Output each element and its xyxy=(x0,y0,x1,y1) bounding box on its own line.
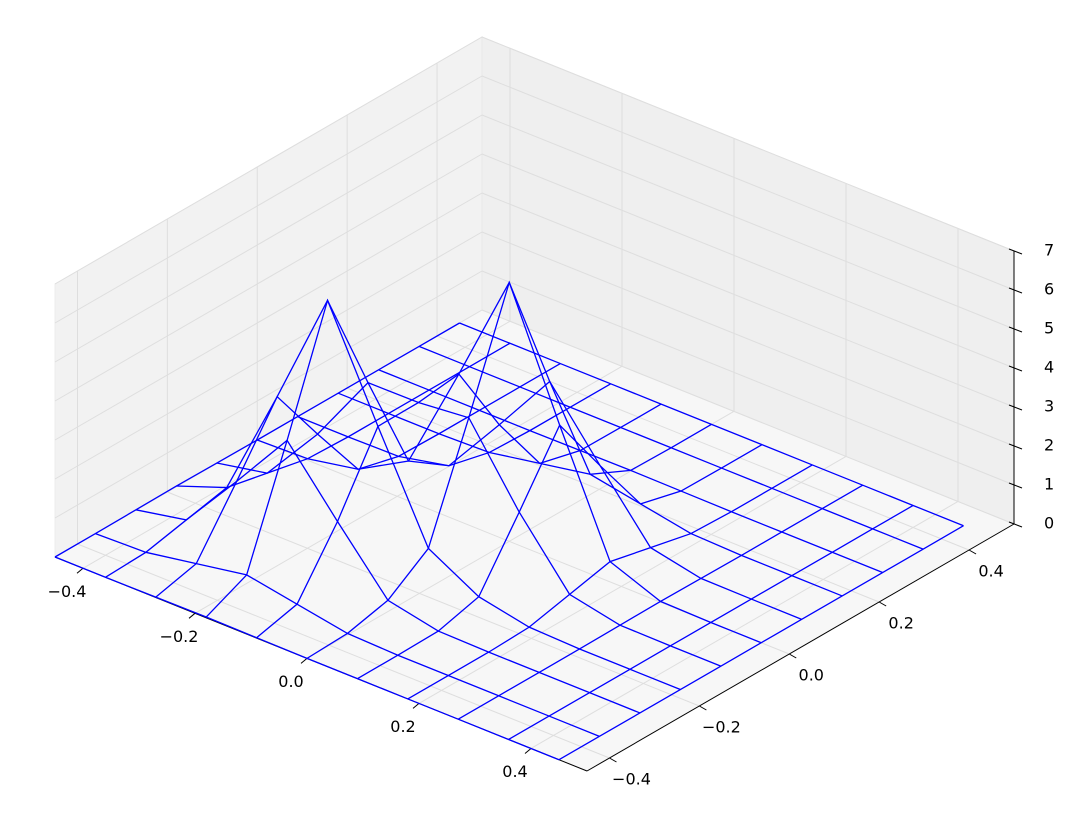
y-tick-label: 0.2 xyxy=(888,614,913,633)
grid-line xyxy=(481,192,1015,408)
z-tick-label: 3 xyxy=(1044,397,1054,416)
grid-line xyxy=(54,75,483,324)
grid-line xyxy=(54,153,483,402)
z-tick-label: 4 xyxy=(1044,358,1054,377)
y-tick-label: −0.4 xyxy=(612,770,651,789)
wire-column xyxy=(256,373,662,639)
grid-line xyxy=(530,501,959,749)
grid-line xyxy=(481,153,1015,369)
wire-column xyxy=(155,362,561,598)
grid-line xyxy=(436,335,970,551)
z-tick-label: 1 xyxy=(1044,475,1054,494)
z-tick-label: 0 xyxy=(1044,514,1054,533)
y-tick-mark xyxy=(609,757,617,763)
x-tick-mark xyxy=(188,612,196,619)
y-tick-label: −0.2 xyxy=(702,718,741,737)
grid-line xyxy=(77,543,610,759)
grid-line xyxy=(481,309,1015,525)
z-tick-mark xyxy=(1008,443,1023,450)
x-tick-label: 0.2 xyxy=(390,717,415,736)
x-tick-label: 0.4 xyxy=(502,762,527,781)
z-tick-label: 6 xyxy=(1044,280,1054,299)
x-tick-mark xyxy=(412,703,420,709)
grid-line xyxy=(54,231,483,480)
x-tick-mark xyxy=(300,657,308,664)
grid-line xyxy=(481,36,1015,252)
wire-column xyxy=(205,298,612,618)
y-tick-mark xyxy=(968,549,977,555)
wire-column xyxy=(357,424,763,680)
wire-column xyxy=(457,484,864,720)
wire-column xyxy=(105,342,511,578)
x-tick-mark xyxy=(524,748,532,754)
z-tick-label: 2 xyxy=(1044,436,1054,455)
grid-line xyxy=(481,270,1015,486)
grid-line xyxy=(54,192,483,441)
z-tick-mark xyxy=(1008,482,1023,489)
x-tick-label: 0.0 xyxy=(278,672,303,691)
grid-line xyxy=(481,231,1015,447)
y-tick-mark xyxy=(789,653,797,659)
wire-column xyxy=(407,464,813,700)
z-tick-mark xyxy=(1008,404,1023,411)
y-tick-label: 0.4 xyxy=(978,562,1003,581)
z-tick-mark xyxy=(1008,365,1023,372)
grid-line xyxy=(82,320,511,569)
wire-column xyxy=(508,504,914,741)
grid-line xyxy=(346,387,880,603)
grid-line xyxy=(481,114,1015,330)
grid-line xyxy=(54,270,483,519)
x-tick-mark xyxy=(76,567,84,574)
z-tick-mark xyxy=(1008,521,1023,528)
y-axis-line xyxy=(586,523,1015,772)
grid-line xyxy=(54,114,483,363)
wire-column xyxy=(54,322,460,558)
x-tick-label: −0.4 xyxy=(48,582,87,601)
z-tick-mark xyxy=(1008,248,1023,255)
z-tick-mark xyxy=(1008,287,1023,294)
grid-line xyxy=(54,36,483,285)
z-tick-label: 5 xyxy=(1044,319,1054,338)
y-tick-label: 0.0 xyxy=(799,666,824,685)
grid-line xyxy=(194,365,623,614)
wire-column xyxy=(558,525,964,761)
grid-line xyxy=(167,491,700,707)
z-tick-label: 7 xyxy=(1044,241,1054,260)
y-tick-mark xyxy=(878,601,887,607)
grid-line xyxy=(481,75,1015,291)
y-tick-mark xyxy=(699,705,707,711)
z-tick-mark xyxy=(1008,326,1023,333)
x-tick-label: −0.2 xyxy=(160,627,199,646)
wire-column xyxy=(306,280,712,659)
